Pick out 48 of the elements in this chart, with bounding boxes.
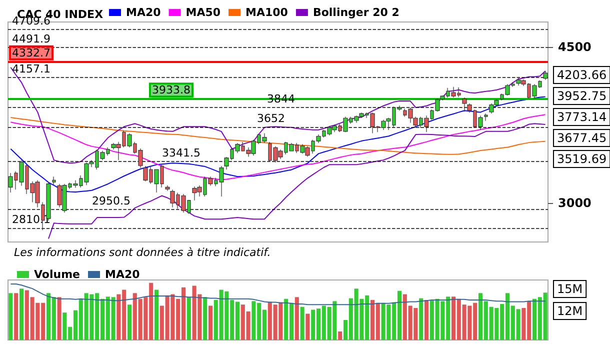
ref-line-label: 3652 bbox=[257, 112, 285, 126]
legend-label: MA20 bbox=[104, 268, 140, 281]
bar bbox=[306, 314, 310, 340]
text: 3952.75 bbox=[557, 89, 607, 103]
legend-label: Bollinger 20 2 bbox=[312, 6, 400, 19]
text: 3773.14 bbox=[557, 110, 607, 124]
text: 15M bbox=[557, 282, 583, 296]
text: Les informations sont données à titre indicatif. bbox=[14, 246, 271, 259]
text: 12M bbox=[557, 304, 583, 318]
ref-line-label: 3341.5 bbox=[162, 146, 200, 160]
legend-label: MA20 bbox=[126, 6, 162, 19]
text: 4203.66 bbox=[557, 68, 607, 82]
text: 3519.69 bbox=[557, 152, 607, 166]
y-tick-label: 3000 bbox=[558, 196, 592, 210]
legend-label: Volume bbox=[34, 268, 80, 281]
bar bbox=[203, 297, 208, 340]
bar bbox=[8, 293, 13, 340]
bar bbox=[424, 300, 429, 340]
bar bbox=[19, 288, 24, 340]
ref-line-label: 2810.1 bbox=[12, 213, 50, 226]
candlestick bbox=[543, 70, 548, 80]
bar bbox=[154, 290, 159, 340]
candlestick bbox=[165, 185, 170, 192]
text: 3677.45 bbox=[557, 131, 607, 145]
line-series bbox=[10, 114, 546, 180]
ref-line-label: 2950.5 bbox=[92, 194, 130, 208]
legend-label: MA50 bbox=[186, 6, 221, 19]
legend-label: MA100 bbox=[246, 6, 288, 19]
bar bbox=[338, 331, 342, 340]
ref-line-label: 3933.8 bbox=[152, 84, 190, 97]
bar bbox=[127, 304, 132, 340]
bar bbox=[208, 306, 213, 340]
ref-line-label: 4157.1 bbox=[12, 62, 50, 76]
line-series bbox=[48, 123, 546, 240]
bar bbox=[14, 293, 18, 340]
line-series bbox=[10, 96, 546, 192]
ref-line-label: 4332.7 bbox=[12, 46, 50, 60]
candlestick bbox=[462, 97, 467, 112]
y-tick-label: 4500 bbox=[558, 40, 592, 54]
bar bbox=[419, 298, 424, 340]
bar bbox=[294, 297, 299, 340]
bar bbox=[186, 297, 191, 340]
candlestick bbox=[484, 113, 488, 122]
candlestick bbox=[52, 176, 56, 186]
bar bbox=[57, 297, 62, 340]
line-series bbox=[10, 66, 546, 164]
ref-line-label: 4491.9 bbox=[12, 32, 50, 46]
bar bbox=[300, 306, 304, 340]
